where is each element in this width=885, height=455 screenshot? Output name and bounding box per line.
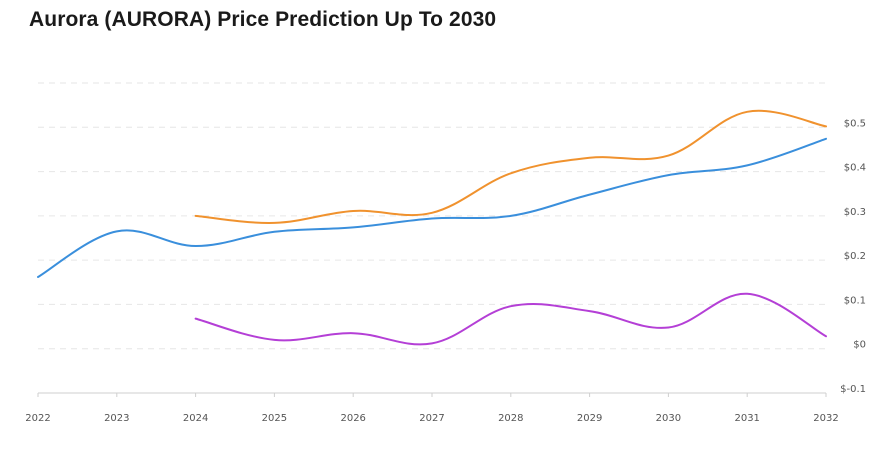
series-line-3 xyxy=(194,292,827,346)
series-line-1 xyxy=(37,137,827,278)
x-tick-label: 2032 xyxy=(813,413,838,424)
x-tick-label: 2025 xyxy=(262,413,287,424)
y-tick-label: $0.4 xyxy=(844,163,866,174)
y-tick-label: $0.1 xyxy=(844,295,866,306)
x-tick-label: 2022 xyxy=(25,413,50,424)
x-tick-label: 2030 xyxy=(656,413,681,424)
y-tick-label: $0.5 xyxy=(844,118,866,129)
x-axis: 2022 2023 2024 2025 2026 2027 2028 2029 2030 2031… xyxy=(25,393,839,424)
chart-title: Aurora (AURORA) Price Prediction Up To 2… xyxy=(29,8,497,31)
x-tick-label: 2024 xyxy=(183,413,208,424)
y-tick-label: $0 xyxy=(853,340,866,351)
x-tick-label: 2031 xyxy=(734,413,759,424)
x-tick-label: 2026 xyxy=(340,413,365,424)
y-axis: $-0.1 $0 $0.1 $0.2 $0.3 $0.4 $0.5 xyxy=(840,118,866,395)
series-line-2 xyxy=(194,109,827,224)
gridlines xyxy=(38,82,826,394)
series-lines xyxy=(37,109,827,346)
x-tick-label: 2027 xyxy=(419,413,444,424)
y-tick-label: $-0.1 xyxy=(840,384,866,395)
x-tick-label: 2029 xyxy=(577,413,602,424)
y-tick-label: $0.2 xyxy=(844,251,866,262)
x-tick-label: 2028 xyxy=(498,413,523,424)
y-tick-label: $0.3 xyxy=(844,207,866,218)
x-tick-label: 2023 xyxy=(104,413,129,424)
